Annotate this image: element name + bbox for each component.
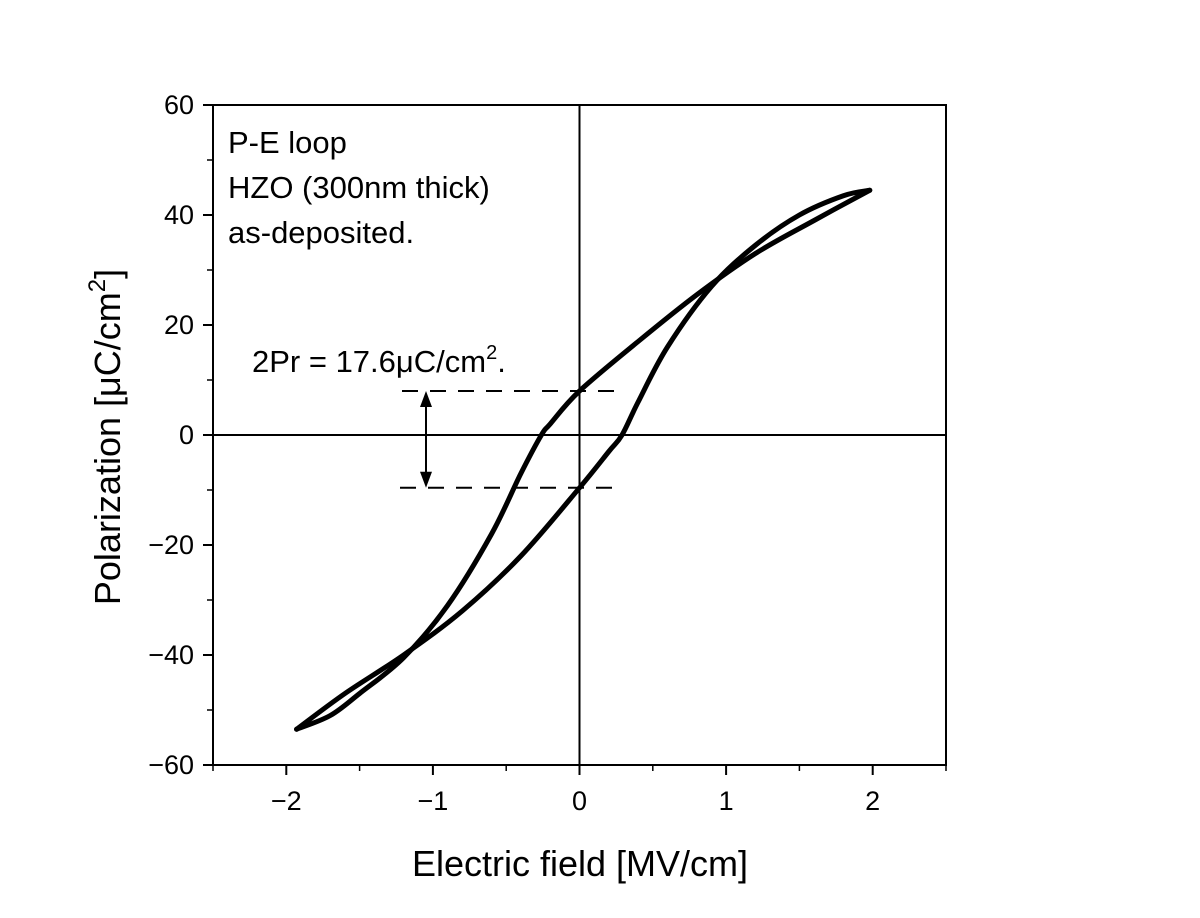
y-axis-title-tail: ] [87,269,128,279]
x-axis-title: Electric field [MV/cm] [412,843,748,884]
y-axis-title-main: Polarization [μC/cm [87,292,128,605]
y-tick-label: 40 [164,200,194,230]
annotation-layer [400,390,622,489]
pr-label-tail: . [497,344,506,379]
annotation-line-3: as-deposited. [228,215,414,250]
lower-branch [294,187,873,732]
x-tick-label: −1 [418,786,449,816]
y-tick-label: −60 [148,750,194,780]
y-tick-label: 20 [164,310,194,340]
pr-label-sup: 2 [486,342,497,364]
pr-arrow-head-down [420,471,432,488]
y-axis-title: Polarization [μC/cm2] [84,269,128,605]
x-tick-label: 1 [719,786,734,816]
y-tick-label: −40 [148,640,194,670]
y-tick-label: 0 [179,420,194,450]
x-tick-label: −2 [271,786,302,816]
upper-branch [294,187,873,732]
pr-label: 2Pr = 17.6μC/cm2. [252,342,506,379]
ticks-layer: −2 −1 0 1 2 −60 −40 −20 0 20 40 60 [148,90,947,816]
y-tick-label: 60 [164,90,194,120]
x-tick-label: 0 [572,786,587,816]
annotation-line-2: HZO (300nm thick) [228,170,490,205]
y-tick-label: −20 [148,530,194,560]
y-axis-title-sup: 2 [84,279,111,292]
annotation-line-1: P-E loop [228,125,347,160]
series-layer [294,187,873,732]
pr-arrow-head-up [420,391,432,407]
pr-label-main: 2Pr = 17.6μC/cm [252,344,486,379]
x-tick-label: 2 [865,786,880,816]
